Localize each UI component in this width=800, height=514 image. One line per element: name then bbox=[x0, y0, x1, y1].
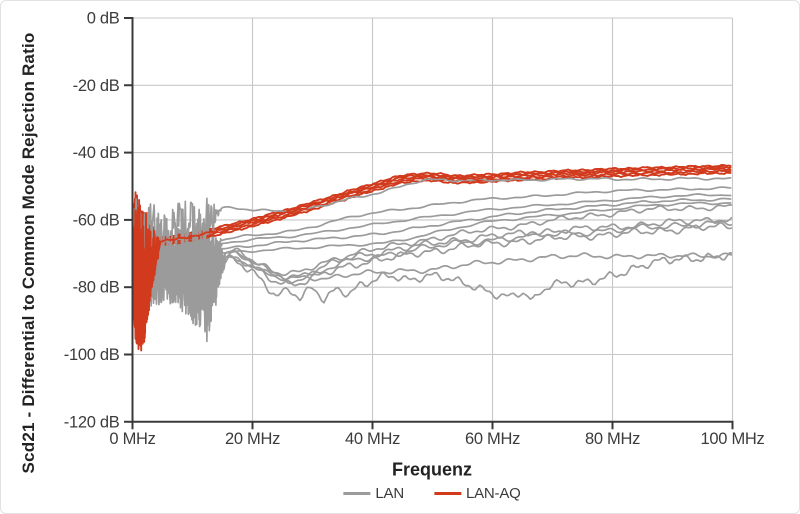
svg-text:0 MHz: 0 MHz bbox=[109, 430, 155, 448]
legend-label-lan: LAN bbox=[375, 485, 404, 502]
series-lan-lv bbox=[131, 240, 732, 331]
series-lan-p2 bbox=[131, 193, 732, 299]
x-axis-tick-labels: 0 MHz 20 MHz 40 MHz 60 MHz 80 MHz 100 MHz bbox=[109, 430, 764, 448]
gridlines bbox=[132, 17, 734, 423]
svg-text:-40 dB: -40 dB bbox=[73, 144, 120, 162]
series-lan-p1 bbox=[131, 186, 732, 296]
x-axis-title: Frequenz bbox=[391, 459, 473, 480]
axes bbox=[124, 17, 734, 430]
series-lines bbox=[131, 163, 733, 352]
svg-text:-120 dB: -120 dB bbox=[64, 413, 120, 431]
y-axis-tick-labels: 0 dB -20 dB -40 dB -60 dB -80 dB -100 dB -120 … bbox=[64, 10, 120, 432]
series-lanaq-3 bbox=[131, 167, 732, 347]
lan-line-swatch bbox=[343, 492, 371, 495]
legend-label-lan-aq: LAN-AQ bbox=[465, 485, 521, 502]
svg-text:20 MHz: 20 MHz bbox=[225, 430, 280, 448]
lan-aq-line-swatch bbox=[433, 492, 461, 495]
svg-text:60 MHz: 60 MHz bbox=[465, 430, 520, 448]
svg-text:-80 dB: -80 dB bbox=[73, 279, 120, 297]
legend-item-lan-aq: LAN-AQ bbox=[433, 485, 521, 502]
svg-text:0 dB: 0 dB bbox=[87, 10, 120, 28]
svg-text:40 MHz: 40 MHz bbox=[345, 430, 400, 448]
svg-text:80 MHz: 80 MHz bbox=[585, 430, 640, 448]
svg-text:-100 dB: -100 dB bbox=[64, 346, 120, 364]
legend-item-lan: LAN bbox=[343, 485, 404, 502]
svg-text:100 MHz: 100 MHz bbox=[701, 430, 765, 448]
legend: LAN LAN-AQ bbox=[343, 485, 521, 502]
y-axis-title: Scd21 - Differential to Common Mode Reje… bbox=[19, 32, 38, 474]
svg-text:-60 dB: -60 dB bbox=[73, 211, 120, 229]
svg-text:-20 dB: -20 dB bbox=[73, 77, 120, 95]
